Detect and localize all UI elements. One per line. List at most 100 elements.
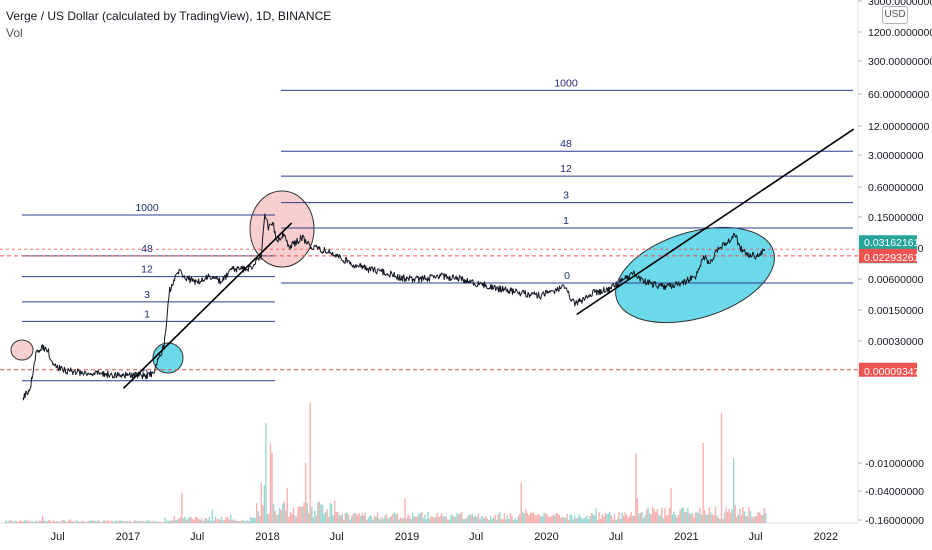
volume-bar [655, 512, 657, 523]
volume-bar [292, 507, 295, 523]
volume-bar [352, 514, 354, 523]
volume-bar [43, 520, 45, 523]
volume-bar [607, 513, 610, 523]
volume-bar [492, 517, 495, 523]
volume-bar [101, 521, 104, 523]
volume-bar [9, 520, 12, 523]
volume-bar [480, 516, 483, 523]
volume-bar [121, 521, 123, 523]
volume-bar [722, 518, 724, 523]
volume-bar [22, 521, 24, 523]
volume-bar [580, 517, 582, 523]
volume-bar [418, 514, 420, 523]
volume-bar [442, 516, 444, 523]
volume-bar [421, 512, 423, 523]
volume-bar [500, 518, 503, 523]
volume-bar [572, 519, 574, 523]
volume-bar [745, 516, 747, 523]
volume-bar [586, 515, 588, 523]
volume-bar [251, 517, 253, 523]
volume-bar [311, 507, 313, 523]
volume-bar [45, 521, 47, 523]
price-axis-label: 0.00150000 [868, 305, 924, 317]
trendline-2[interactable] [576, 128, 855, 316]
volume-bar [87, 521, 90, 523]
volume-bar [596, 519, 599, 523]
volume-bar [69, 519, 71, 523]
volume-indicator-label[interactable]: Vol [6, 26, 23, 40]
volume-bar [690, 513, 692, 523]
volume-bar [491, 518, 493, 523]
volume-bar [760, 514, 762, 523]
volume-bar [734, 504, 736, 523]
volume-bar [356, 515, 359, 523]
volume-bar [642, 518, 645, 523]
volume-bar [535, 515, 538, 523]
volume-bar [118, 520, 120, 523]
volume-bar [266, 514, 269, 523]
volume-bar [11, 521, 13, 523]
time-axis-label: Jul [609, 531, 623, 543]
fib-left-level-label: 12 [141, 264, 153, 276]
highlight-ellipse-1 [10, 339, 34, 361]
volume-bar [471, 514, 473, 523]
volume-bar [375, 516, 377, 523]
volume-bar [245, 521, 247, 523]
volume-bar [75, 520, 78, 523]
time-axis-label: Jul [330, 531, 344, 543]
volume-bar [554, 515, 556, 523]
price-axis-label: 300.00000000 [868, 56, 932, 68]
volume-bar [187, 518, 189, 523]
volume-bar [130, 522, 133, 523]
volume-bar [415, 516, 417, 523]
volume-bar [294, 515, 296, 523]
volume-bar [659, 515, 662, 523]
volume-bar [373, 515, 376, 523]
time-axis-label: Jul [749, 531, 763, 543]
volume-bar [132, 522, 134, 523]
volume-bar [138, 520, 140, 523]
volume-bar [303, 502, 305, 523]
volume-bar [529, 512, 532, 523]
volume-bar [12, 521, 15, 523]
time-axis-label: 2019 [395, 531, 419, 543]
volume-bar [289, 512, 292, 523]
volume-bar [538, 515, 541, 523]
volume-bar [488, 519, 490, 523]
volume-bar [453, 516, 455, 523]
volume-bar [366, 520, 368, 523]
volume-bar [651, 507, 654, 523]
volume-bar [142, 521, 145, 523]
volume-bar [549, 517, 551, 523]
volume-bar [234, 520, 237, 523]
volume-bar [592, 513, 594, 523]
volume-bar [583, 518, 585, 523]
volume-bar [110, 520, 113, 523]
currency-button[interactable]: USD [882, 6, 908, 24]
volume-bar [278, 508, 281, 523]
volume-bar [190, 517, 192, 523]
volume-bar [199, 519, 201, 523]
volume-bar [92, 520, 94, 523]
volume-bar [508, 518, 510, 523]
volume-bar [496, 519, 498, 523]
volume-bar [184, 516, 186, 523]
volume-bar [483, 518, 486, 523]
volume-bar [145, 520, 148, 523]
volume-bar [40, 521, 42, 523]
trendline-1[interactable] [122, 222, 293, 389]
volume-bar [430, 516, 432, 523]
volume-bar [460, 511, 463, 523]
volume-bar [176, 520, 178, 523]
volume-bar [29, 522, 32, 523]
volume-bar [90, 520, 93, 523]
volume-bar [343, 520, 345, 523]
volume-bar [32, 522, 35, 523]
volume-bar [410, 519, 412, 523]
volume-bar [474, 515, 477, 523]
volume-bar [17, 522, 19, 523]
volume-bar [378, 518, 380, 523]
volume-bar [260, 483, 263, 523]
volume-bar [243, 520, 246, 523]
